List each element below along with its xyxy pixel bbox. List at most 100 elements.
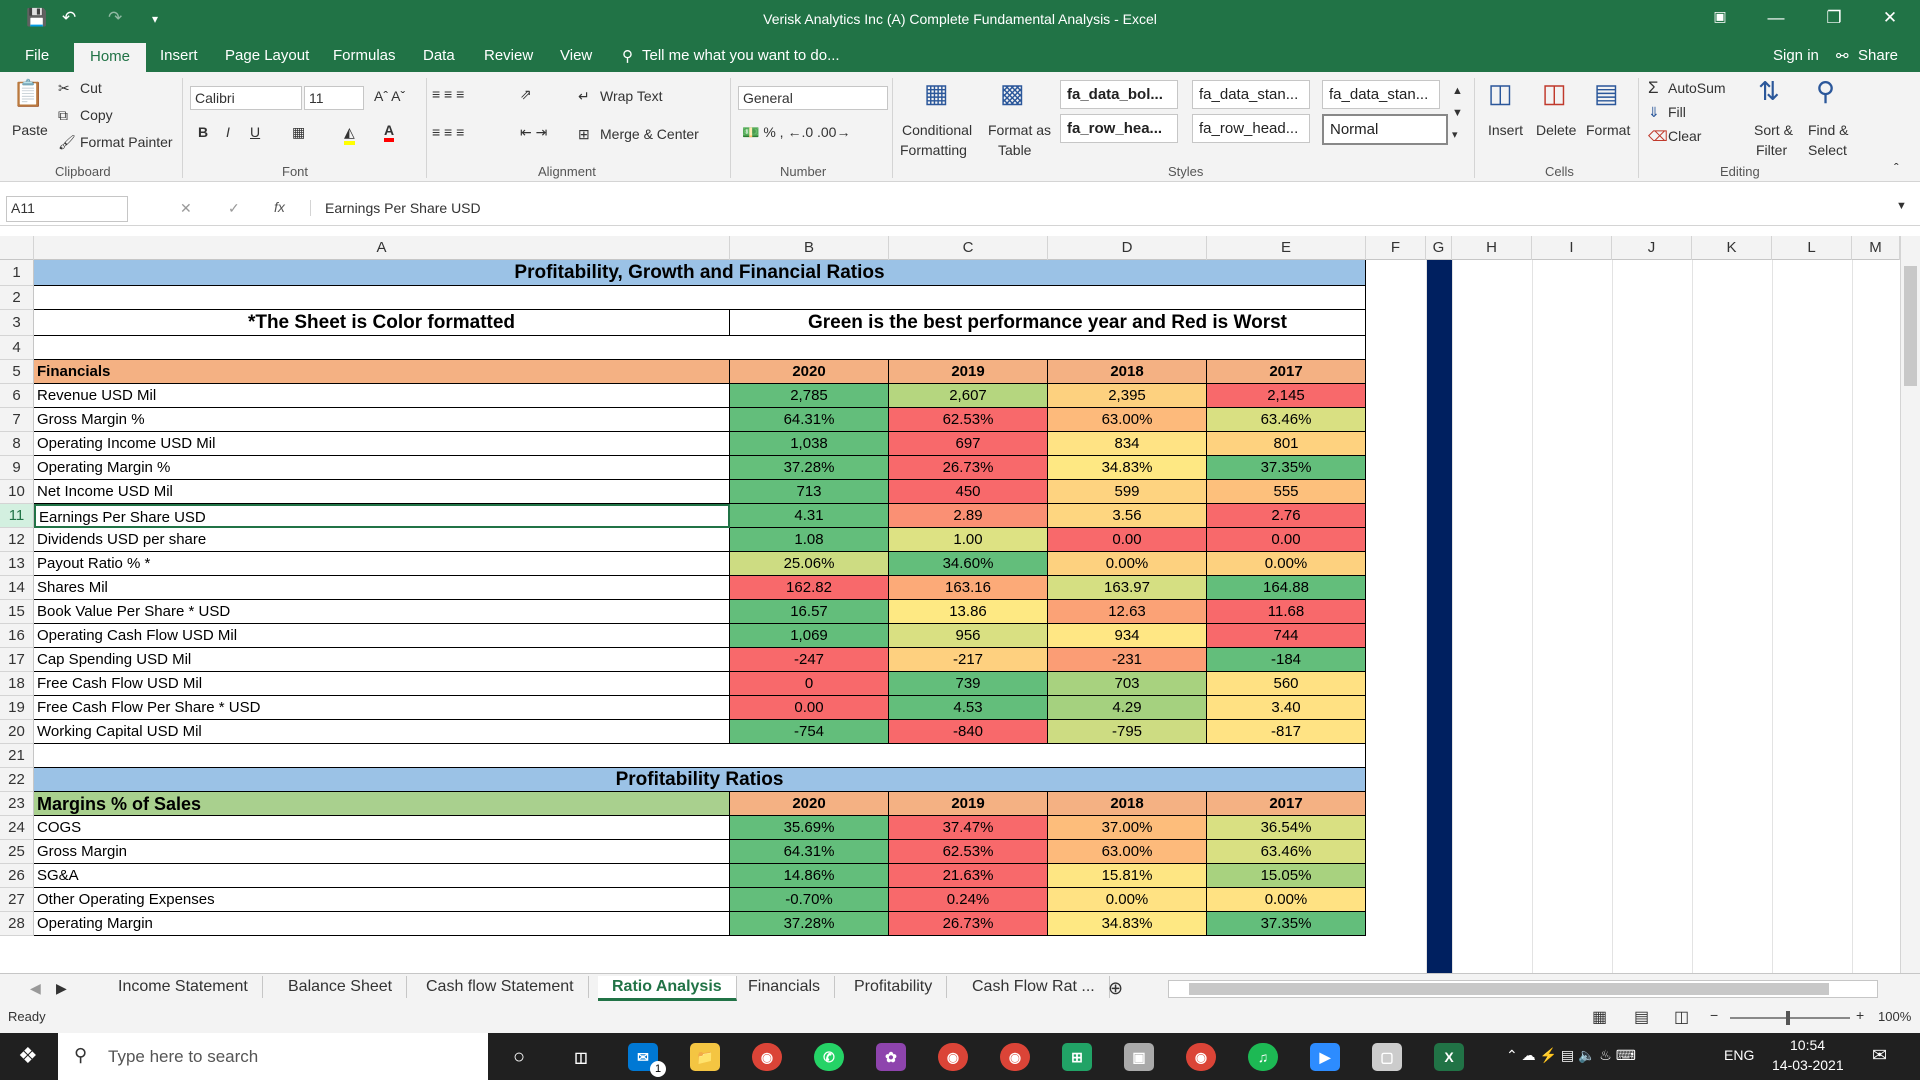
column-header-g[interactable]: G <box>1426 236 1452 260</box>
row-header[interactable]: 21 <box>0 744 34 768</box>
horizontal-scrollbar-thumb[interactable] <box>1189 983 1829 995</box>
cut-button[interactable]: Cut <box>80 80 102 96</box>
data-cell[interactable]: 16.57 <box>730 600 889 624</box>
orientation-icon[interactable]: ⇗ <box>520 86 532 102</box>
spotify-icon[interactable]: ♫ <box>1248 1043 1278 1071</box>
data-cell[interactable]: -754 <box>730 720 889 744</box>
tab-file[interactable]: File <box>25 47 50 64</box>
sheet-tab-income-statement[interactable]: Income Statement <box>104 976 263 998</box>
conditional-formatting-icon[interactable]: ▦ <box>924 78 949 108</box>
year-header-2018[interactable]: 2018 <box>1048 792 1207 816</box>
row-header[interactable]: 27 <box>0 888 34 912</box>
find-select-label[interactable]: Select <box>1808 142 1847 158</box>
data-cell[interactable]: -795 <box>1048 720 1207 744</box>
clear-button[interactable]: Clear <box>1668 128 1702 144</box>
cell-style-fa-data-bold[interactable]: fa_data_bol... <box>1060 80 1178 109</box>
find-select-icon[interactable]: ⚲ <box>1816 76 1836 106</box>
tab-home[interactable]: Home <box>74 43 147 72</box>
column-header-f[interactable]: F <box>1366 236 1426 260</box>
data-cell[interactable]: 14.86% <box>730 864 889 888</box>
conditional-formatting-label[interactable]: Formatting <box>900 142 967 158</box>
data-cell[interactable]: 26.73% <box>889 456 1048 480</box>
row-header[interactable]: 13 <box>0 552 34 576</box>
sheet-title[interactable]: Profitability, Growth and Financial Rati… <box>34 260 1366 286</box>
data-cell[interactable]: 0.00 <box>1207 528 1366 552</box>
confirm-entry-icon[interactable]: ✓ <box>228 200 240 216</box>
row-label[interactable]: Revenue USD Mil <box>34 384 730 408</box>
row-header[interactable]: 23 <box>0 792 34 816</box>
row-header[interactable]: 9 <box>0 456 34 480</box>
conditional-formatting-button[interactable]: Conditional <box>902 122 973 138</box>
data-cell[interactable]: 1,069 <box>730 624 889 648</box>
data-cell[interactable]: 697 <box>889 432 1048 456</box>
row-label[interactable]: SG&A <box>34 864 730 888</box>
year-header-2018[interactable]: 2018 <box>1048 360 1207 384</box>
row-header[interactable]: 14 <box>0 576 34 600</box>
snipping-tool-icon[interactable]: ▢ <box>1372 1043 1402 1071</box>
data-cell[interactable]: 34.83% <box>1048 912 1207 936</box>
year-header-2019[interactable]: 2019 <box>889 360 1048 384</box>
cell-style-fa-data-standard-2[interactable]: fa_data_stan... <box>1322 80 1440 109</box>
scroll-tabs-left-icon[interactable]: ◀ <box>30 980 41 996</box>
data-cell[interactable]: 64.31% <box>730 840 889 864</box>
restore-button[interactable]: ❐ <box>1826 8 1842 27</box>
borders-icon[interactable]: ▦ <box>292 124 306 140</box>
data-cell[interactable]: 0.00% <box>1207 888 1366 912</box>
close-button[interactable]: ✕ <box>1882 8 1898 27</box>
sort-filter-icon[interactable]: ⇅ <box>1758 76 1780 106</box>
row-header[interactable]: 12 <box>0 528 34 552</box>
data-cell[interactable]: 37.35% <box>1207 456 1366 480</box>
data-cell[interactable]: 26.73% <box>889 912 1048 936</box>
row-header[interactable]: 6 <box>0 384 34 408</box>
whatsapp-icon[interactable]: ✆ <box>814 1043 844 1071</box>
row-header[interactable]: 25 <box>0 840 34 864</box>
data-cell[interactable]: 63.46% <box>1207 840 1366 864</box>
tab-page-layout[interactable]: Page Layout <box>225 47 310 64</box>
margins-header[interactable]: Margins % of Sales <box>34 792 730 816</box>
fill-icon[interactable]: ⇓ <box>1648 104 1660 120</box>
data-cell[interactable]: 4.53 <box>889 696 1048 720</box>
ribbon-display-icon[interactable]: ▣ <box>1713 8 1727 24</box>
copy-icon[interactable]: ⧉ <box>58 107 68 123</box>
column-header-e[interactable]: E <box>1207 236 1366 260</box>
data-cell[interactable]: 37.28% <box>730 912 889 936</box>
excel-taskbar-icon[interactable]: X <box>1434 1043 1464 1071</box>
data-cell[interactable]: -817 <box>1207 720 1366 744</box>
empty-row[interactable] <box>34 744 1366 768</box>
data-cell[interactable]: 163.97 <box>1048 576 1207 600</box>
empty-row[interactable] <box>34 336 1366 360</box>
copy-button[interactable]: Copy <box>80 107 113 123</box>
data-cell[interactable]: 34.83% <box>1048 456 1207 480</box>
data-cell[interactable]: 0.00% <box>1207 552 1366 576</box>
data-cell[interactable]: 560 <box>1207 672 1366 696</box>
worksheet-grid[interactable]: 1 2 3 4 5 6 7 8 9 10 11 12 13 14 15 16 17 18 19 20 21 22 23 24 2… <box>0 260 1900 975</box>
sheet-tab-cash-flow-statement[interactable]: Cash flow Statement <box>412 976 589 998</box>
new-sheet-icon[interactable]: ⊕ <box>1108 978 1124 998</box>
data-cell[interactable]: 1.08 <box>730 528 889 552</box>
data-cell[interactable]: 934 <box>1048 624 1207 648</box>
data-cell[interactable]: 0.00 <box>730 696 889 720</box>
row-label[interactable]: Book Value Per Share * USD <box>34 600 730 624</box>
calculator-icon[interactable]: ⊞ <box>1062 1043 1092 1071</box>
data-cell[interactable]: 63.00% <box>1048 840 1207 864</box>
customize-qat-icon[interactable]: ▾ <box>152 12 159 26</box>
collapse-ribbon-icon[interactable]: ˆ <box>1894 160 1899 176</box>
data-cell[interactable]: 37.35% <box>1207 912 1366 936</box>
system-tray-icons[interactable]: ⌃ ☁ ⚡ ▤ 🔈 ♨ ⌨ <box>1506 1047 1636 1063</box>
row-header[interactable]: 4 <box>0 336 34 360</box>
data-cell[interactable]: 599 <box>1048 480 1207 504</box>
tab-review[interactable]: Review <box>484 47 534 64</box>
data-cell[interactable]: 64.31% <box>730 408 889 432</box>
data-cell[interactable]: 4.31 <box>730 504 889 528</box>
save-icon[interactable]: 💾 <box>26 8 48 27</box>
data-cell[interactable]: -247 <box>730 648 889 672</box>
expand-formula-bar-icon[interactable]: ▼ <box>1896 200 1907 212</box>
color-legend-note[interactable]: Green is the best performance year and R… <box>730 310 1366 336</box>
tab-insert[interactable]: Insert <box>160 47 198 64</box>
data-cell[interactable]: 15.81% <box>1048 864 1207 888</box>
row-label[interactable]: Operating Cash Flow USD Mil <box>34 624 730 648</box>
financials-header[interactable]: Financials <box>34 360 730 384</box>
wrap-text-button[interactable]: Wrap Text <box>600 88 663 104</box>
column-header-l[interactable]: L <box>1772 236 1852 260</box>
minimize-button[interactable]: — <box>1767 8 1785 27</box>
